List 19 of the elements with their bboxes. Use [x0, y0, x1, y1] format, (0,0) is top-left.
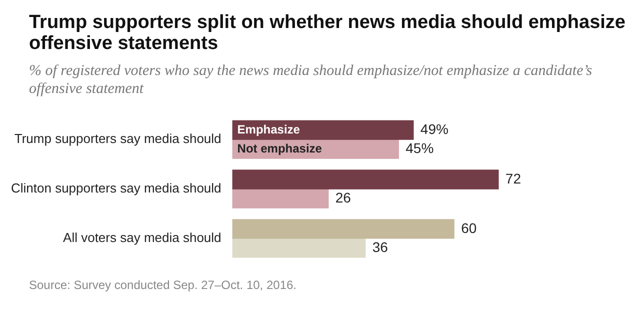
data-label: 72 [505, 170, 522, 186]
bar [232, 238, 366, 258]
data-label: 26 [335, 189, 352, 206]
data-label: 45% [406, 140, 434, 156]
bar [232, 188, 329, 208]
chart-subtitle: % of registered voters who say the news media should emphasize/not emphasize a candidate’s offensive statement [29, 62, 594, 98]
chart-title: Trump supporters split on whether news media should emphasize offensive statements [29, 12, 626, 54]
bar [232, 120, 414, 140]
data-label: 60 [461, 220, 477, 236]
y-tick-label: Trump supporters say media should [14, 131, 222, 146]
bar [232, 170, 499, 190]
y-tick-label: Clinton supporters say media should [11, 180, 222, 196]
series-label: Emphasize [237, 122, 300, 136]
y-tick-label: All voters say media should [63, 230, 222, 246]
data-label: 36 [372, 238, 388, 255]
data-label: 49% [420, 120, 448, 137]
series-label: Not emphasize [237, 141, 322, 156]
bar [232, 219, 454, 239]
source-note: Source: Survey conducted Sep. 27–Oct. 10, 2016. [29, 278, 298, 292]
